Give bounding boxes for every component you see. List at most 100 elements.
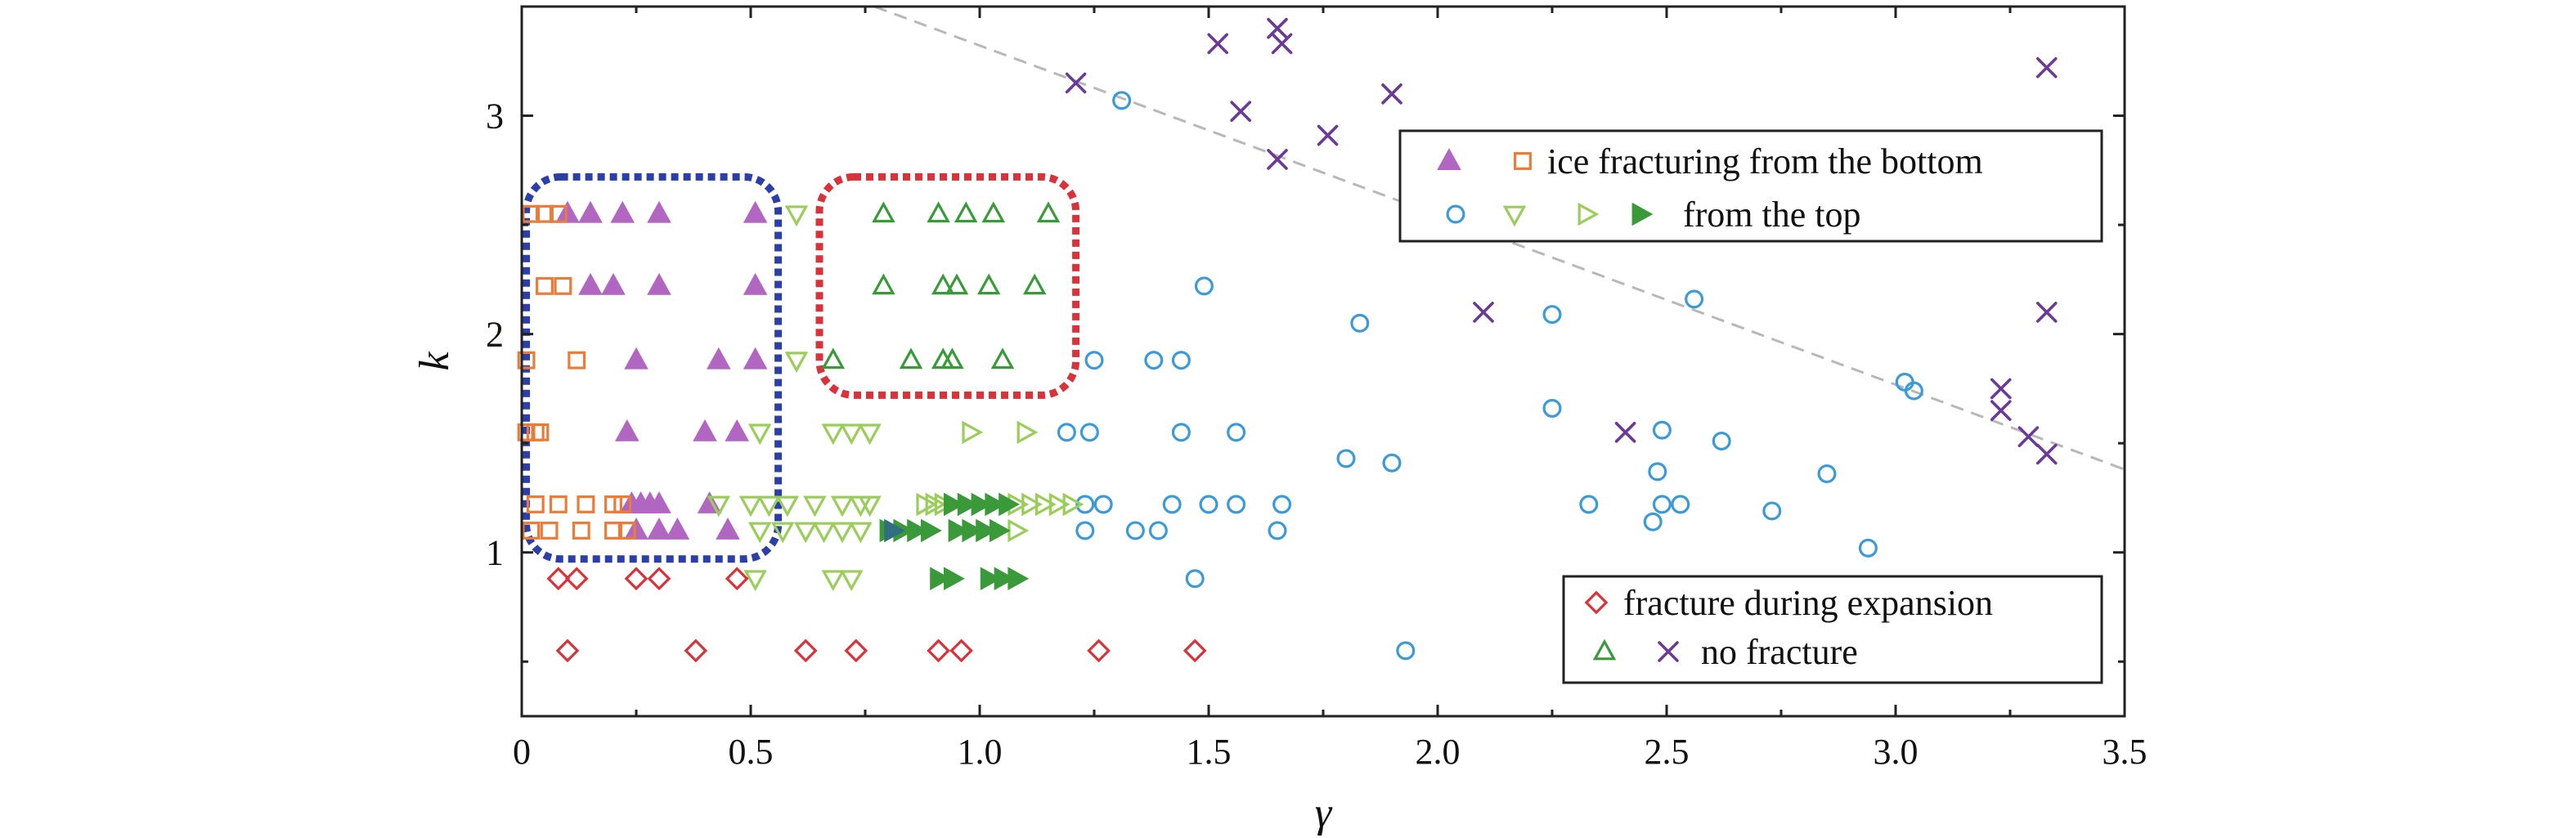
point-x-8-14	[2036, 302, 2058, 323]
point-circle-open-2-0	[1112, 91, 1132, 110]
point-triangle-up-filled-0-11	[743, 347, 768, 370]
point-triangle-up-filled-0-8	[743, 272, 768, 295]
point-square-open-1-5	[517, 351, 536, 370]
x-tick-label-7: 3.5	[2103, 732, 2147, 772]
point-triangle-up-filled-0-3	[647, 200, 671, 223]
point-circle-open-2-21	[1075, 495, 1095, 514]
point-diamond-open-9-11	[1087, 639, 1111, 663]
point-circle-open-2-20	[1817, 464, 1837, 484]
point-triangle-up-open-7-4	[1036, 201, 1061, 223]
legend-marker-triangle-right-filled-green	[1631, 202, 1654, 226]
point-triangle-right-open-4-9	[1062, 492, 1084, 517]
point-circle-open-2-13	[1652, 420, 1672, 440]
point-triangle-up-open-7-12	[940, 347, 964, 370]
point-triangle-right-filled-5-14	[943, 567, 965, 591]
point-circle-open-2-7	[1171, 351, 1191, 370]
legend-marker-triangle-down-open-lightgreen	[1502, 205, 1527, 227]
point-triangle-right-open-4-0	[962, 420, 984, 445]
point-diamond-open-9-4	[725, 567, 749, 591]
point-circle-open-2-36	[1858, 538, 1878, 558]
point-triangle-down-open-3-6	[707, 495, 731, 518]
point-triangle-down-open-3-5	[858, 423, 882, 446]
point-circle-open-2-17	[1336, 449, 1356, 468]
point-x-8-3	[1267, 17, 1288, 39]
point-square-open-1-6	[568, 351, 586, 370]
point-triangle-right-filled-5-12	[989, 518, 1011, 543]
point-triangle-up-filled-0-7	[647, 272, 671, 295]
y-tick-label-0: 1	[486, 533, 504, 573]
point-triangle-up-filled-0-0	[555, 200, 580, 223]
point-x-8-0	[1065, 72, 1087, 94]
legend-label-top-fracture: from the top	[1683, 195, 1861, 235]
point-triangle-right-open-4-10	[1008, 518, 1030, 543]
point-x-8-7	[1381, 83, 1402, 105]
point-triangle-up-open-7-13	[990, 347, 1015, 370]
point-circle-open-2-33	[1148, 521, 1168, 540]
point-triangle-down-open-3-15	[770, 522, 795, 544]
point-square-open-1-11	[549, 495, 568, 513]
point-circle-open-2-31	[1075, 521, 1095, 540]
point-circle-open-2-27	[1579, 495, 1599, 514]
point-square-open-1-3	[536, 276, 554, 295]
point-triangle-right-open-4-7	[1034, 492, 1057, 517]
x-tick-label-1: 0.5	[729, 732, 774, 772]
point-triangle-right-filled-5-7	[907, 518, 929, 543]
point-circle-open-2-24	[1199, 495, 1218, 514]
point-triangle-up-open-7-9	[1022, 273, 1047, 295]
point-circle-open-2-32	[1125, 521, 1145, 540]
legend-upper: ice fracturing from the bottom from the …	[1398, 129, 2103, 243]
point-triangle-up-filled-0-5	[578, 272, 603, 295]
point-circle-open-2-12	[1542, 398, 1562, 418]
point-triangle-down-open-3-19	[849, 522, 873, 544]
point-triangle-right-filled-5-1	[957, 492, 979, 517]
point-triangle-up-filled-0-13	[693, 419, 717, 441]
annotation-box-1	[815, 173, 1080, 399]
point-x-8-4	[1271, 33, 1293, 55]
legend-marker-triangle-up-filled-violet	[1437, 148, 1461, 170]
point-circle-open-2-16	[1904, 381, 1923, 401]
point-circle-open-2-15	[1895, 372, 1914, 392]
point-triangle-up-filled-0-6	[601, 272, 626, 295]
point-square-open-1-4	[554, 276, 572, 295]
point-triangle-down-open-3-1	[784, 352, 809, 374]
legend-marker-x-purple	[1658, 641, 1679, 662]
point-x-8-9	[1614, 422, 1636, 443]
point-diamond-open-9-6	[684, 639, 708, 663]
point-triangle-up-filled-0-22	[665, 518, 690, 540]
point-triangle-down-open-3-14	[747, 522, 772, 544]
point-triangle-up-filled-0-12	[614, 419, 640, 441]
point-x-8-13	[2036, 443, 2058, 465]
point-triangle-down-open-3-0	[784, 205, 809, 227]
point-diamond-open-9-5	[555, 639, 580, 663]
point-triangle-down-open-3-8	[757, 495, 781, 518]
point-triangle-down-open-3-2	[747, 423, 772, 446]
legend-marker-triangle-up-open-green	[1592, 639, 1617, 661]
legend-lower: fracture during expansion no fracture	[1562, 575, 2103, 684]
y-tick-label-1: 2	[486, 315, 504, 355]
point-triangle-up-filled-0-21	[647, 518, 671, 540]
point-triangle-up-open-7-6	[931, 273, 955, 295]
point-circle-open-2-34	[1268, 521, 1287, 540]
point-square-open-1-8	[526, 423, 545, 441]
point-circle-open-2-23	[1162, 495, 1182, 514]
legend-marker-triangle-right-open-lightgreen	[1577, 202, 1600, 226]
point-triangle-right-filled-5-11	[976, 518, 998, 543]
point-square-open-1-19	[617, 522, 636, 540]
point-square-open-1-14	[613, 495, 632, 513]
point-circle-open-2-6	[1144, 351, 1164, 370]
point-circle-open-2-10	[1171, 423, 1191, 442]
point-triangle-down-open-3-9	[775, 495, 800, 518]
point-triangle-right-filled-5-17	[1008, 567, 1030, 591]
point-circle-open-2-19	[1648, 462, 1667, 482]
point-triangle-down-open-3-20	[743, 570, 767, 592]
point-triangle-right-filled-5-16	[994, 567, 1016, 591]
legend-label-bottom-fracture: ice fracturing from the bottom	[1547, 141, 1983, 181]
point-x-8-2	[1230, 101, 1251, 122]
point-diamond-open-9-2	[624, 567, 648, 591]
point-diamond-open-9-8	[844, 639, 868, 663]
point-triangle-up-open-7-1	[927, 201, 950, 223]
point-circle-open-2-18	[1382, 453, 1402, 473]
point-circle-open-2-3	[1542, 305, 1562, 325]
point-triangle-right-filled-5-0	[943, 492, 965, 517]
